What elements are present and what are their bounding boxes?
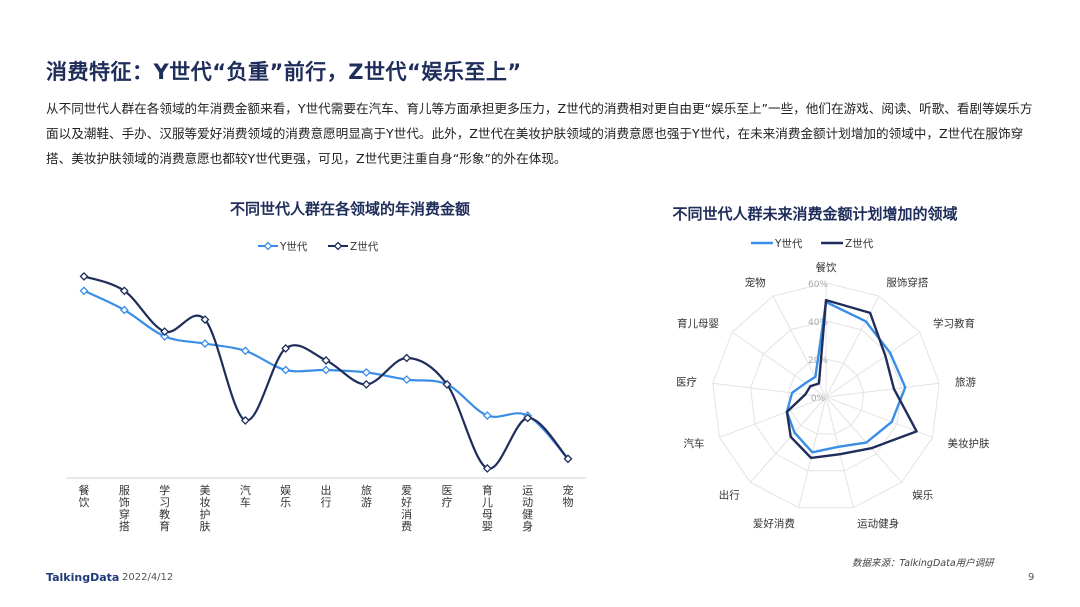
data-point-z (442, 379, 452, 389)
data-point-z (523, 413, 533, 423)
radar-spoke (825, 396, 902, 483)
data-point-y (240, 346, 250, 356)
radar-axis-label: 娱乐 (912, 488, 933, 501)
data-point-z (321, 355, 331, 365)
x-tick-label: 美妆护肤 (200, 484, 211, 533)
data-point-z (402, 353, 412, 363)
legend-label-1: Z世代 (350, 241, 379, 253)
radar-tick-label: 0% (811, 394, 826, 404)
data-point-y (160, 331, 170, 341)
radar-axis-label: 宠物 (745, 276, 766, 289)
radar-spoke (825, 396, 933, 438)
x-tick-label: 娱乐 (280, 483, 291, 509)
legend-marker-1 (333, 241, 343, 251)
legend-label-0: Y世代 (279, 241, 308, 253)
page-title: 消费特征：Y世代“负重”前行，Z世代“娱乐至上” (46, 60, 522, 84)
radar-grid-ring (750, 320, 902, 472)
x-tick-label: 汽车 (240, 483, 251, 509)
data-point-y (119, 305, 129, 315)
data-point-z (200, 315, 210, 325)
data-point-y (200, 339, 210, 349)
data-point-y (321, 365, 331, 375)
data-point-z (563, 454, 573, 464)
radar-spoke (772, 295, 827, 398)
x-tick-label: 医疗 (442, 484, 453, 509)
data-point-y (361, 367, 371, 377)
radar-axis-label: 育儿母婴 (677, 317, 719, 330)
radar-spoke (825, 331, 921, 398)
radar-axis-label: 爱好消费 (753, 517, 795, 530)
radar-spoke (750, 396, 827, 483)
radar-spoke (825, 382, 940, 398)
footer-logo: TalkingData (46, 571, 120, 584)
radar-axis-label: 美妆护肤 (948, 437, 990, 450)
radar-axis-label: 学习教育 (933, 317, 975, 330)
x-tick-label: 学习教育 (159, 483, 170, 533)
page-description: 从不同世代人群在各领域的年消费金额来看，Y世代需要在汽车、育儿等方面承担更多压力… (46, 101, 1033, 166)
data-point-z (361, 379, 371, 389)
line-chart-title: 不同世代人群在各领域的年消费金额 (229, 200, 470, 218)
series-line-y (83, 289, 569, 460)
radar-series-y (785, 300, 907, 454)
x-tick-label: 宠物 (563, 483, 574, 509)
radar-axis-label: 运动健身 (857, 517, 899, 530)
x-tick-label: 育儿母婴 (482, 483, 493, 533)
legend-marker-0 (263, 241, 273, 251)
data-point-y (79, 286, 89, 296)
data-source: 数据来源：TalkingData用户调研 (852, 558, 994, 569)
data-point-z (482, 463, 492, 473)
radar-legend-label-0: Y世代 (774, 238, 803, 250)
radar-tick-label: 60% (808, 280, 828, 290)
x-tick-label: 餐饮 (79, 483, 90, 509)
radar-axis-label: 服饰穿搭 (886, 276, 928, 289)
radar-axis-label: 医疗 (676, 375, 697, 388)
data-point-y (281, 365, 291, 375)
radar-axis-label: 出行 (719, 488, 740, 501)
radar-spoke (825, 295, 880, 398)
radar-series-z (785, 298, 918, 460)
x-tick-label: 服饰穿搭 (119, 484, 130, 533)
data-point-y (402, 375, 412, 385)
radar-legend-label-1: Z世代 (845, 238, 874, 250)
radar-grid-ring (787, 358, 865, 435)
radar-axis-label: 汽车 (683, 437, 704, 450)
radar-chart-title: 不同世代人群未来消费金额计划增加的领域 (672, 205, 958, 223)
x-tick-label: 爱好消费 (401, 484, 412, 533)
radar-spoke (825, 396, 854, 508)
radar-spoke (719, 396, 827, 438)
radar-axis-label: 旅游 (955, 375, 976, 388)
page-number: 9 (1028, 572, 1035, 583)
x-tick-label: 出行 (321, 483, 332, 509)
radar-grid-ring (712, 282, 940, 509)
data-point-z (79, 271, 89, 281)
radar-axis-label: 餐饮 (816, 261, 837, 274)
radar-spoke (712, 382, 827, 398)
data-point-z (240, 415, 250, 425)
data-point-y (482, 411, 492, 421)
data-point-z (160, 327, 170, 337)
data-point-z (281, 343, 291, 353)
footer-date: 2022/4/12 (122, 572, 174, 583)
x-tick-label: 运动健身 (522, 484, 533, 533)
data-point-z (119, 286, 129, 296)
radar-tick-label: 40% (808, 318, 828, 328)
x-tick-label: 旅游 (361, 483, 372, 509)
